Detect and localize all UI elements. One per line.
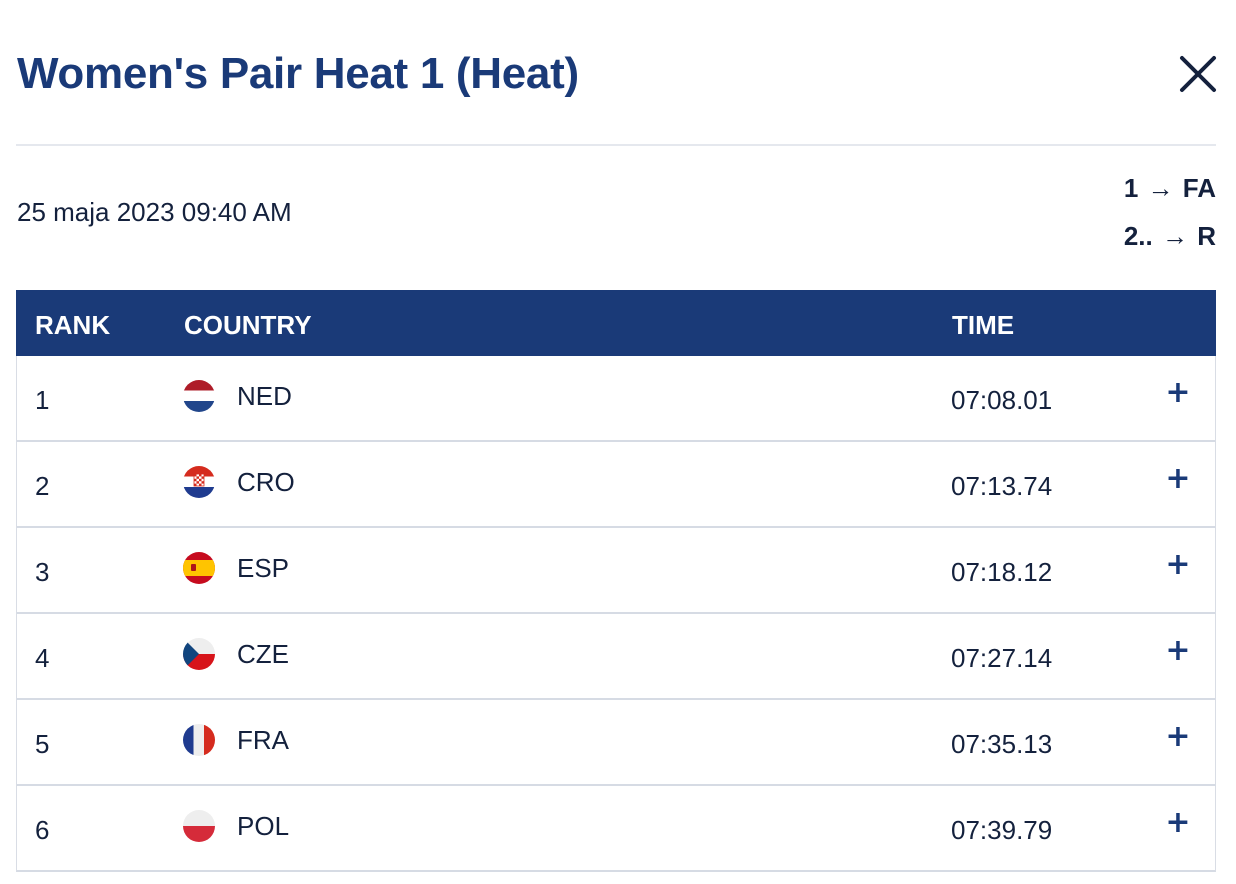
time-cell: 07:08.01 xyxy=(951,385,1053,415)
column-header-rank: RANK xyxy=(35,310,111,340)
time-cell: 07:18.12 xyxy=(951,557,1053,587)
expand-row-button[interactable]: + xyxy=(1163,808,1193,838)
expand-row-button[interactable]: + xyxy=(1163,636,1193,666)
race-datetime: 25 maja 2023 09:40 AM xyxy=(17,197,292,227)
table-row: 5 FRA 07:35.13 + xyxy=(16,700,1216,786)
progression-rule: 1 → FA xyxy=(1124,172,1216,204)
table-row: 4 CZE 07:27.14 + xyxy=(16,614,1216,700)
poland-flag-icon xyxy=(183,810,215,842)
rank-cell: 6 xyxy=(35,815,50,845)
country-cell: ESP xyxy=(237,553,290,583)
arrow-right-icon: → xyxy=(1147,173,1174,203)
rank-cell: 3 xyxy=(35,557,50,587)
progression-target: FA xyxy=(1182,173,1216,203)
spain-flag-icon xyxy=(183,552,215,584)
time-cell: 07:13.74 xyxy=(951,471,1053,501)
time-cell: 07:27.14 xyxy=(951,643,1053,673)
expand-row-button[interactable]: + xyxy=(1163,378,1193,408)
rank-cell: 5 xyxy=(35,729,50,759)
progression-ranks: 1 xyxy=(1123,173,1139,203)
table-row: 6 POL 07:39.79 + xyxy=(16,786,1216,872)
header-divider xyxy=(16,144,1216,146)
country-cell: FRA xyxy=(237,725,289,755)
progression-target: R xyxy=(1197,221,1216,251)
country-cell: CZE xyxy=(237,639,289,669)
country-cell: POL xyxy=(237,811,290,841)
country-cell: CRO xyxy=(237,467,295,497)
progression-rule: 2.. → R xyxy=(1124,220,1216,252)
arrow-right-icon: → xyxy=(1161,221,1188,251)
rank-cell: 1 xyxy=(35,385,50,415)
time-cell: 07:35.13 xyxy=(951,729,1053,759)
croatia-flag-icon xyxy=(183,466,215,498)
rank-cell: 4 xyxy=(35,643,50,673)
czech-flag-icon xyxy=(183,638,215,670)
table-row: 3 ESP 07:18.12 + xyxy=(16,528,1216,614)
rank-cell: 2 xyxy=(35,471,50,501)
expand-row-button[interactable]: + xyxy=(1163,464,1193,494)
table-row: 1 NED 07:08.01 + xyxy=(16,356,1216,442)
table-row: 2 CRO 07:13.74 + xyxy=(16,442,1216,528)
table-header: RANK COUNTRY TIME xyxy=(16,290,1216,356)
results-table: RANK COUNTRY TIME 1 NED 07:08.01 + 2 CRO xyxy=(16,290,1216,872)
column-header-time: TIME xyxy=(952,310,1015,340)
expand-row-button[interactable]: + xyxy=(1163,550,1193,580)
country-cell: NED xyxy=(237,381,292,411)
netherlands-flag-icon xyxy=(183,380,215,412)
progression-ranks: 2.. xyxy=(1123,221,1153,251)
expand-row-button[interactable]: + xyxy=(1163,722,1193,752)
france-flag-icon xyxy=(183,724,215,756)
close-icon xyxy=(1180,56,1216,92)
time-cell: 07:39.79 xyxy=(951,815,1053,845)
page-title: Women's Pair Heat 1 (Heat) xyxy=(17,49,579,98)
column-header-country: COUNTRY xyxy=(184,310,312,340)
close-button[interactable] xyxy=(1176,52,1220,96)
